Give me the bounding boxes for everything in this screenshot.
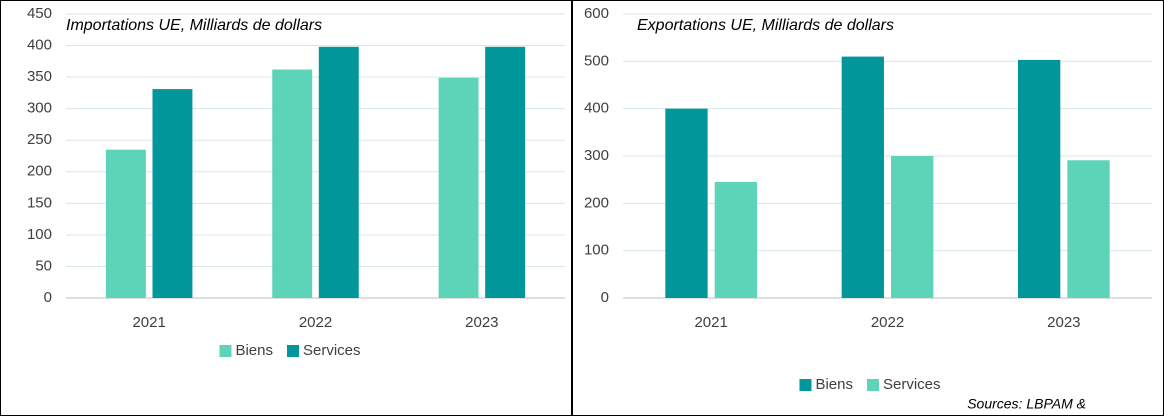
legend-label: Services bbox=[303, 342, 361, 359]
y-tick-label: 400 bbox=[584, 100, 609, 117]
legend-swatch bbox=[287, 345, 299, 357]
x-tick-label: 2023 bbox=[465, 314, 498, 331]
bar bbox=[152, 89, 193, 298]
x-tick-label: 2021 bbox=[694, 314, 727, 331]
bar bbox=[1017, 59, 1061, 299]
y-tick-label: 250 bbox=[27, 131, 52, 148]
x-tick-label: 2023 bbox=[1047, 314, 1080, 331]
bar bbox=[485, 46, 526, 298]
legend-label: Biens bbox=[815, 376, 853, 393]
bar bbox=[891, 156, 934, 298]
y-tick-label: 600 bbox=[584, 5, 609, 22]
y-tick-label: 200 bbox=[27, 163, 52, 180]
legend-label: Services bbox=[883, 376, 941, 393]
bar bbox=[841, 56, 884, 298]
y-tick-label: 500 bbox=[584, 52, 609, 69]
bar bbox=[1067, 160, 1110, 298]
y-tick-label: 300 bbox=[584, 147, 609, 164]
y-tick-label: 300 bbox=[27, 100, 52, 117]
legend-swatch bbox=[219, 345, 232, 357]
x-tick-label: 2022 bbox=[299, 314, 332, 331]
legend-swatch bbox=[799, 379, 812, 391]
bar bbox=[714, 182, 758, 298]
bar bbox=[318, 46, 359, 298]
y-tick-label: 150 bbox=[27, 194, 52, 211]
bar bbox=[665, 108, 708, 299]
y-tick-label: 450 bbox=[27, 5, 52, 22]
bar bbox=[105, 149, 146, 298]
y-tick-label: 100 bbox=[584, 242, 609, 259]
legend-swatch bbox=[867, 379, 879, 391]
y-tick-label: 400 bbox=[27, 37, 52, 54]
y-tick-label: 350 bbox=[27, 68, 52, 85]
bar bbox=[438, 77, 479, 299]
source-note: Sources: LBPAM & bbox=[967, 396, 1086, 412]
y-tick-label: 0 bbox=[44, 289, 52, 306]
chart-title: Importations UE, Milliards de dollars bbox=[66, 17, 322, 34]
x-tick-label: 2021 bbox=[132, 314, 165, 331]
legend-label: Biens bbox=[235, 342, 273, 359]
bar bbox=[272, 69, 313, 298]
x-tick-label: 2022 bbox=[871, 314, 904, 331]
y-tick-label: 50 bbox=[35, 257, 52, 274]
chart-title: Exportations UE, Milliards de dollars bbox=[637, 17, 894, 34]
y-tick-label: 200 bbox=[584, 194, 609, 211]
y-tick-label: 100 bbox=[27, 226, 52, 243]
y-tick-label: 0 bbox=[601, 289, 609, 306]
